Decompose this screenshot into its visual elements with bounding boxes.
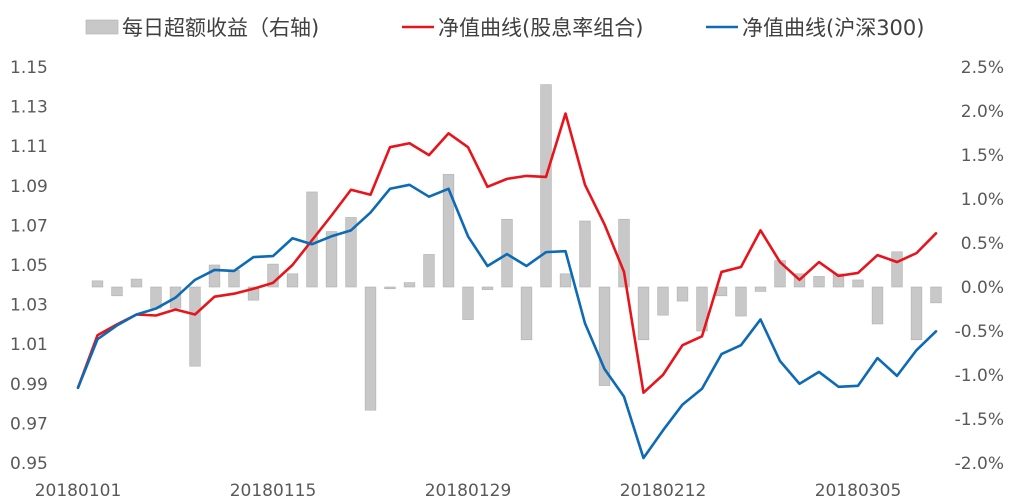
excess-return-bar — [442, 174, 455, 288]
left-y-tick-label: 1.11 — [10, 137, 48, 157]
excess-return-bar — [130, 278, 143, 288]
excess-return-bar — [384, 286, 396, 290]
x-tick-label: 20180305 — [815, 481, 902, 501]
right-y-tick-label: 0.0% — [961, 278, 1004, 298]
excess-return-bar — [559, 273, 572, 288]
excess-return-bar — [247, 286, 260, 301]
right-y-tick-label: 2.0% — [961, 102, 1004, 122]
left-y-tick-label: 0.97 — [10, 414, 48, 434]
excess-return-bar — [637, 286, 650, 341]
excess-return-bar — [676, 286, 689, 302]
right-y-tick-label: -0.5% — [955, 322, 1004, 342]
excess-return-bar — [657, 286, 669, 316]
excess-return-bar — [910, 286, 923, 341]
excess-return-bar — [618, 218, 630, 288]
left-y-tick-label: 1.15 — [10, 58, 48, 78]
excess-return-bar — [423, 254, 435, 288]
excess-return-bar — [481, 286, 494, 290]
left-y-tick-label: 1.05 — [10, 256, 48, 276]
excess-return-bar — [735, 286, 747, 317]
left-y-tick-label: 1.13 — [10, 98, 48, 118]
excess-return-bar — [579, 220, 591, 288]
legend-label: 每日超额收益（右轴) — [122, 16, 319, 40]
excess-return-bar — [540, 84, 552, 288]
dividend-portfolio-nav-line — [76, 112, 938, 395]
excess-return-bar — [91, 280, 104, 288]
excess-return-bar — [696, 286, 708, 332]
excess-return-bar — [813, 276, 825, 288]
excess-return-bar — [364, 286, 377, 411]
excess-return-bar — [228, 269, 240, 288]
csi300-nav-line — [76, 183, 938, 460]
right-y-tick-label: -1.5% — [955, 410, 1004, 430]
excess-return-bar — [111, 286, 123, 297]
excess-return-bar — [325, 231, 338, 288]
x-tick-label: 20180101 — [35, 481, 122, 501]
legend-label: 净值曲线(沪深300) — [742, 16, 924, 40]
excess-return-bar — [150, 286, 162, 309]
excess-return-bar — [462, 286, 474, 320]
excess-return-bar — [520, 286, 533, 341]
right-y-tick-label: 2.5% — [961, 58, 1004, 78]
left-y-tick-label: 1.01 — [10, 335, 48, 355]
excess-return-bars — [91, 84, 942, 411]
legend: 每日超额收益（右轴) 净值曲线(股息率组合) 净值曲线(沪深300) — [85, 16, 924, 40]
excess-return-bar — [871, 286, 884, 325]
x-tick-label: 20180129 — [425, 481, 512, 501]
left-y-tick-label: 0.95 — [10, 454, 48, 474]
excess-return-bar — [345, 217, 357, 288]
right-y-axis: -2.0% -1.5% -1.0% -0.5% 0.0% 0.5% 1.0% 1.5% 2.0%… — [955, 58, 1004, 474]
legend-bar-swatch — [85, 19, 119, 35]
left-y-tick-label: 0.99 — [10, 375, 48, 395]
left-y-axis: 0.95 0.97 0.99 1.01 1.03 1.05 1.07 1.09 1.11 1.13… — [10, 58, 48, 474]
x-tick-label: 20180115 — [230, 481, 317, 501]
right-y-tick-label: 0.5% — [961, 234, 1004, 254]
left-y-tick-label: 1.03 — [10, 296, 48, 316]
right-y-tick-label: 1.0% — [961, 190, 1004, 210]
right-y-tick-label: 1.5% — [961, 146, 1004, 166]
excess-return-bar — [930, 286, 942, 304]
left-y-tick-label: 1.09 — [10, 177, 48, 197]
right-y-tick-label: -1.0% — [955, 366, 1004, 386]
nav-lines — [76, 112, 938, 460]
x-tick-label: 20180212 — [620, 481, 707, 501]
excess-return-bar — [189, 286, 201, 367]
excess-return-bar — [832, 273, 845, 288]
excess-return-bar — [286, 273, 299, 288]
excess-return-bar — [891, 251, 903, 288]
excess-return-bar — [754, 286, 767, 292]
excess-return-bar — [598, 286, 611, 386]
excess-return-bar — [267, 263, 279, 288]
x-axis: 20180101 20180115 20180129 20180212 20180305 — [35, 481, 902, 501]
right-y-tick-label: -2.0% — [955, 454, 1004, 474]
excess-return-bar — [852, 279, 864, 288]
left-y-tick-label: 1.07 — [10, 216, 48, 236]
excess-return-bar — [208, 264, 221, 288]
legend-label: 净值曲线(股息率组合) — [438, 16, 643, 40]
excess-return-bar — [403, 282, 416, 288]
